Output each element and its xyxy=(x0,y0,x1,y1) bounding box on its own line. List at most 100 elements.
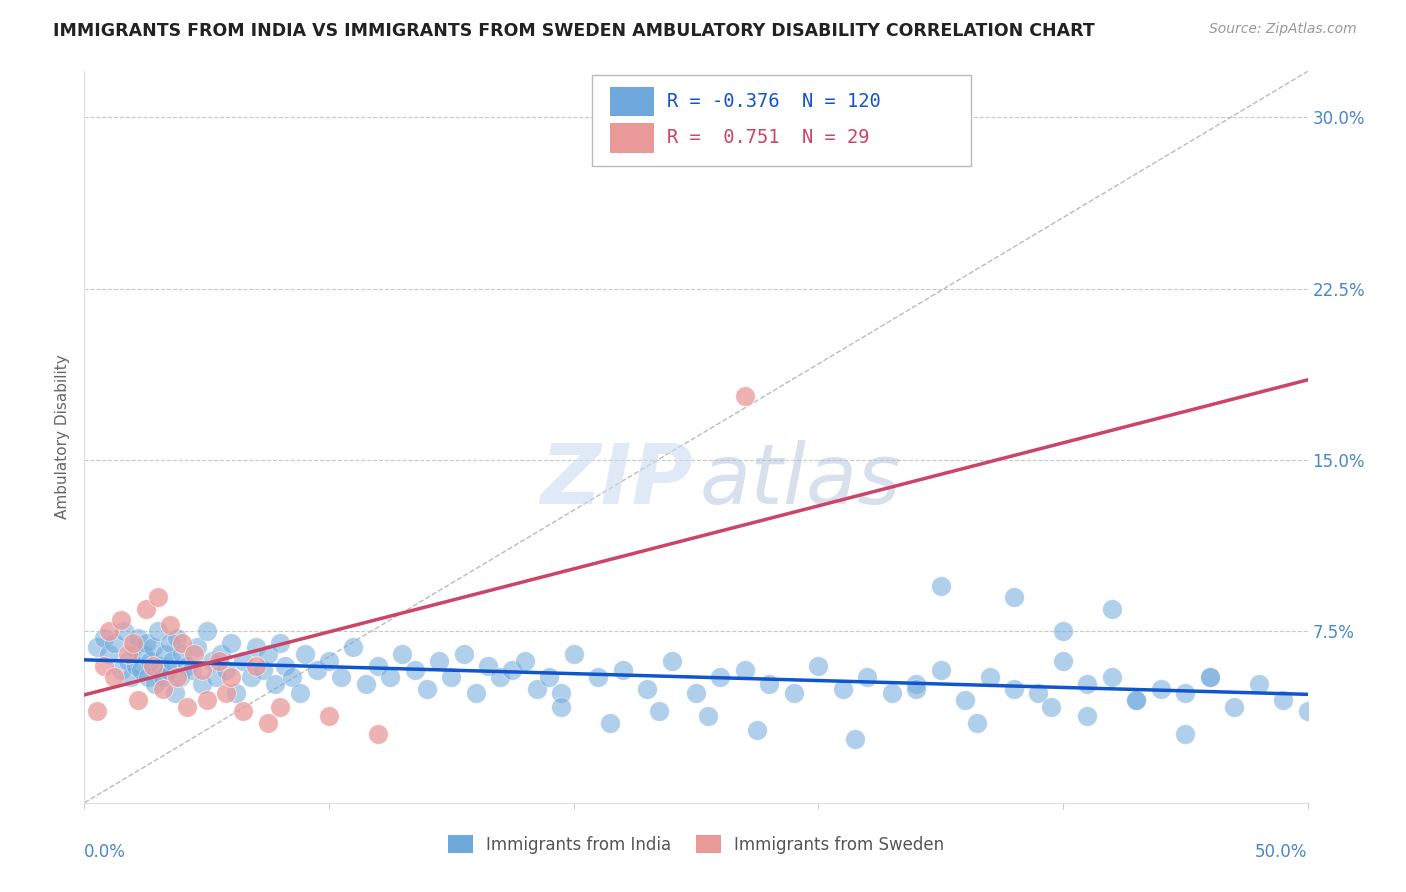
Point xyxy=(172,647,194,661)
Point xyxy=(191,663,214,677)
Point xyxy=(264,677,287,691)
Y-axis label: Ambulatory Disability: Ambulatory Disability xyxy=(55,355,70,519)
Point xyxy=(205,670,228,684)
Point xyxy=(747,723,769,737)
Text: 0.0%: 0.0% xyxy=(84,843,127,861)
Point xyxy=(97,647,120,661)
Point xyxy=(191,677,214,691)
Point xyxy=(404,663,426,677)
Text: R =  0.751  N = 29: R = 0.751 N = 29 xyxy=(666,128,869,147)
Point xyxy=(110,613,132,627)
Point xyxy=(127,632,149,646)
Point xyxy=(245,640,267,655)
Point xyxy=(252,663,274,677)
Point xyxy=(380,670,402,684)
Point xyxy=(1247,677,1270,691)
FancyBboxPatch shape xyxy=(592,75,972,167)
Point xyxy=(159,617,181,632)
Point xyxy=(929,663,952,677)
Point xyxy=(538,670,561,684)
Point xyxy=(257,647,280,661)
Point xyxy=(142,640,165,655)
Point xyxy=(225,686,247,700)
Text: atlas: atlas xyxy=(700,441,901,522)
Point xyxy=(1002,590,1025,604)
Point xyxy=(1174,727,1197,741)
Point xyxy=(502,663,524,677)
Point xyxy=(156,663,179,677)
Point xyxy=(440,670,463,684)
Point xyxy=(97,624,120,639)
Point xyxy=(232,654,254,668)
Point xyxy=(1296,705,1319,719)
Point xyxy=(117,654,139,668)
Point xyxy=(661,654,683,668)
Text: ZIP: ZIP xyxy=(540,441,692,522)
Point xyxy=(166,670,188,684)
Point xyxy=(269,699,291,714)
Point xyxy=(489,670,512,684)
Point xyxy=(239,670,262,684)
Point xyxy=(1272,693,1295,707)
Point xyxy=(709,670,731,684)
Point xyxy=(110,663,132,677)
Point xyxy=(697,709,720,723)
Point xyxy=(905,681,928,696)
Point xyxy=(117,647,139,661)
Legend: Immigrants from India, Immigrants from Sweden: Immigrants from India, Immigrants from S… xyxy=(441,829,950,860)
Point xyxy=(979,670,1001,684)
Point xyxy=(103,636,125,650)
Point xyxy=(685,686,707,700)
Point xyxy=(1223,699,1246,714)
Point xyxy=(318,709,340,723)
Point xyxy=(146,624,169,639)
FancyBboxPatch shape xyxy=(610,87,654,116)
Point xyxy=(562,647,585,661)
Point xyxy=(1101,670,1123,684)
Point xyxy=(1101,601,1123,615)
Point xyxy=(453,647,475,661)
Point xyxy=(953,693,976,707)
Point xyxy=(1198,670,1220,684)
Point xyxy=(181,663,204,677)
Point xyxy=(86,705,108,719)
Point xyxy=(281,670,304,684)
Point xyxy=(831,681,853,696)
Point xyxy=(122,640,145,655)
FancyBboxPatch shape xyxy=(610,123,654,153)
Point xyxy=(166,632,188,646)
Point xyxy=(305,663,328,677)
Point xyxy=(219,670,242,684)
Point xyxy=(318,654,340,668)
Point xyxy=(169,670,191,684)
Point xyxy=(856,670,879,684)
Point xyxy=(135,601,157,615)
Point xyxy=(93,632,115,646)
Point xyxy=(208,654,231,668)
Point xyxy=(103,670,125,684)
Point xyxy=(550,699,572,714)
Point xyxy=(612,663,634,677)
Point xyxy=(186,640,208,655)
Point xyxy=(132,647,155,661)
Point xyxy=(152,681,174,696)
Point xyxy=(1076,709,1098,723)
Point xyxy=(195,693,218,707)
Point xyxy=(120,670,142,684)
Point xyxy=(391,647,413,661)
Point xyxy=(269,636,291,650)
Point xyxy=(354,677,377,691)
Point xyxy=(176,658,198,673)
Point xyxy=(93,658,115,673)
Point xyxy=(929,579,952,593)
Point xyxy=(367,658,389,673)
Point xyxy=(1125,693,1147,707)
Point xyxy=(1174,686,1197,700)
Point xyxy=(129,663,152,677)
Point xyxy=(112,624,135,639)
Point xyxy=(245,658,267,673)
Text: Source: ZipAtlas.com: Source: ZipAtlas.com xyxy=(1209,22,1357,37)
Point xyxy=(513,654,536,668)
Point xyxy=(1052,654,1074,668)
Point xyxy=(139,654,162,668)
